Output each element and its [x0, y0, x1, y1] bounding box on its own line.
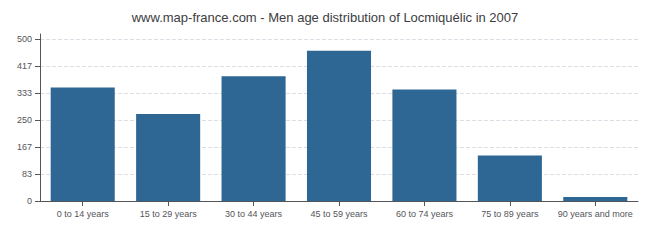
svg-text:0: 0 [27, 196, 32, 206]
svg-text:www.map-france.com - Men age d: www.map-france.com - Men age distributio… [131, 10, 519, 25]
svg-text:45 to 59 years: 45 to 59 years [310, 209, 368, 219]
svg-text:83: 83 [22, 169, 32, 179]
svg-text:90 years and more: 90 years and more [558, 209, 633, 219]
svg-text:500: 500 [17, 34, 32, 44]
svg-text:250: 250 [17, 115, 32, 125]
svg-text:75 to 89 years: 75 to 89 years [481, 209, 539, 219]
svg-text:0 to 14 years: 0 to 14 years [57, 209, 110, 219]
svg-text:30 to 44 years: 30 to 44 years [225, 209, 283, 219]
svg-text:167: 167 [17, 142, 32, 152]
svg-text:15 to 29 years: 15 to 29 years [140, 209, 198, 219]
svg-text:417: 417 [17, 61, 32, 71]
svg-text:60 to 74 years: 60 to 74 years [396, 209, 454, 219]
svg-text:333: 333 [17, 88, 32, 98]
